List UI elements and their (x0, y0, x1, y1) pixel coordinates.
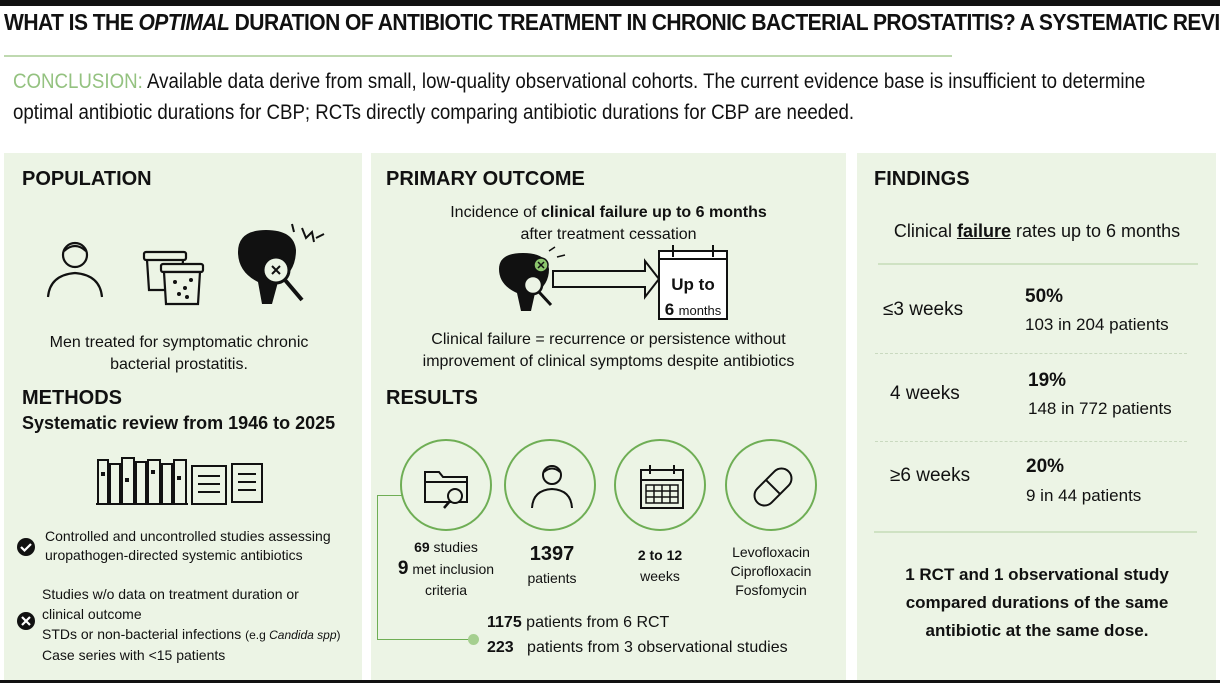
failure-detail: 103 in 204 patients (1025, 315, 1169, 334)
urine-cups-icon (142, 250, 205, 306)
outcome-diagram (499, 245, 728, 320)
check-icon (17, 538, 35, 556)
findings-panel: FINDINGS Clinical failure rates up to 6 … (857, 153, 1216, 683)
failure-detail: 9 in 44 patients (1026, 486, 1142, 505)
connector-vertical (377, 495, 378, 640)
antibiotics-list: Levofloxacin Ciprofloxacin Fosfomycin (715, 543, 827, 600)
conclusion-text: CONCLUSION: Available data derive from s… (13, 70, 1146, 124)
row-divider (875, 353, 1187, 354)
methods-heading: METHODS (22, 387, 122, 409)
antibiotic-item: Ciprofloxacin (730, 563, 812, 579)
cross-icon (17, 612, 35, 630)
primary-outcome-heading: PRIMARY OUTCOME (386, 168, 585, 190)
findings-subtitle: Clinical failure rates up to 6 months (893, 221, 1181, 241)
failure-rate: 50% (1025, 286, 1064, 307)
calendar-months: 6 months (664, 300, 722, 319)
observational-patients: 223 patients from 3 observational studie… (487, 639, 788, 656)
connector-dot (468, 634, 479, 645)
title-divider (4, 55, 952, 57)
findings-heading: FINDINGS (874, 168, 970, 190)
inflamed-prostate-icon (238, 223, 325, 304)
antibiotic-item: Levofloxacin (732, 544, 810, 560)
calendar-icon (640, 465, 684, 509)
calendar-up-to: Up to (671, 275, 715, 294)
failure-rate: 19% (1028, 370, 1067, 391)
clinical-failure-definition: Clinical failure = recurrence or persist… (422, 331, 795, 370)
top-bar (0, 0, 1220, 6)
duration-label: 4 weeks (890, 383, 960, 404)
connector-bottom (377, 639, 473, 640)
duration-label: ≤3 weeks (883, 299, 964, 320)
connector-top (377, 495, 405, 496)
findings-divider (874, 531, 1197, 533)
population-caption: Men treated for symptomatic chronic bacte… (49, 334, 309, 373)
studies-circle (400, 439, 492, 531)
pill-icon (753, 467, 793, 507)
failure-detail: 148 in 772 patients (1028, 399, 1172, 418)
outcome-results-panel: PRIMARY OUTCOME Incidence of clinical fa… (371, 153, 846, 683)
patients-stat: 1397 patients (527, 543, 577, 586)
weeks-circle (614, 439, 706, 531)
findings-divider (878, 263, 1198, 265)
population-heading: POPULATION (22, 168, 152, 190)
person-icon (531, 465, 573, 509)
exclude-criteria: Studies w/o data on treatment duration o… (42, 586, 341, 663)
population-methods-panel: POPULATION Men treated for symptomatic c… (4, 153, 362, 683)
page-title: WHAT IS THE OPTIMAL DURATION OF ANTIBIOT… (4, 9, 1220, 35)
patients-circle (504, 439, 596, 531)
folder-search-icon (424, 471, 468, 509)
conclusion-label: CONCLUSION: (13, 70, 143, 93)
methods-subheading: Systematic review from 1946 to 2025 (22, 413, 336, 433)
studies-stat: 69 studies 9 met inclusion criteria (397, 539, 495, 598)
results-heading: RESULTS (386, 387, 478, 409)
include-criteria: Controlled and uncontrolled studies asse… (45, 528, 331, 563)
comparison-note: 1 RCT and 1 observational study compared… (905, 565, 1169, 640)
outcome-description: Incidence of clinical failure up to 6 mo… (450, 204, 767, 243)
books-documents-icon (96, 457, 263, 505)
weeks-stat: 2 to 12 weeks (637, 547, 683, 584)
antibiotics-circle (725, 439, 817, 531)
bottom-bar (0, 680, 1220, 683)
antibiotic-item: Fosfomycin (735, 582, 807, 598)
duration-label: ≥6 weeks (890, 465, 971, 486)
person-icon (46, 241, 104, 298)
row-divider (875, 441, 1187, 442)
failure-rate: 20% (1026, 456, 1065, 477)
rct-patients: 1175 patients from 6 RCT (487, 614, 670, 631)
